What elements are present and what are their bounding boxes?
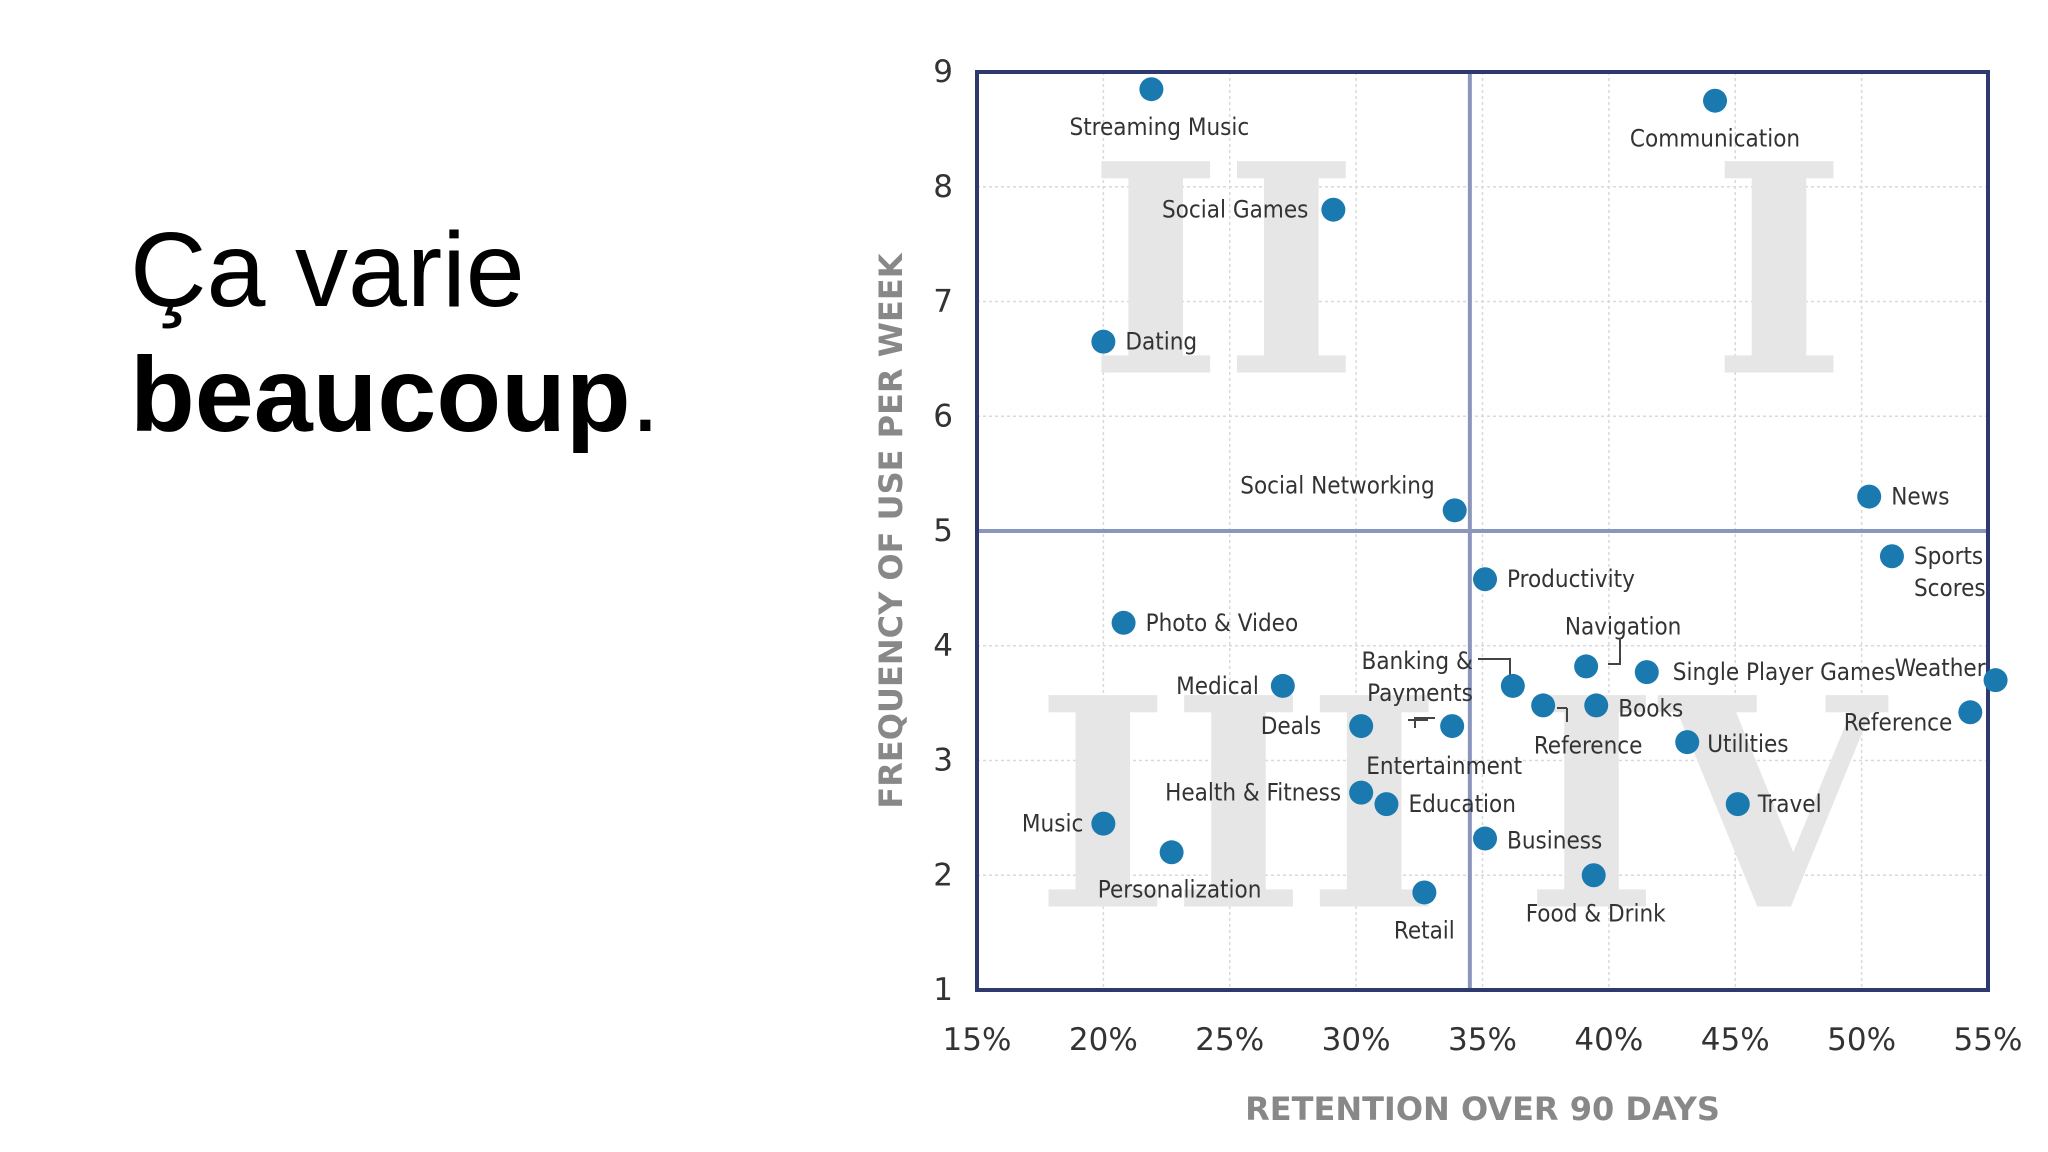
point-label: Utilities	[1707, 730, 1788, 758]
point-label: Productivity	[1507, 565, 1635, 593]
x-tick-label: 30%	[1322, 1022, 1391, 1058]
point-label: Dating	[1125, 328, 1197, 356]
point-label: Reference	[1534, 731, 1643, 759]
data-point	[1111, 610, 1136, 635]
y-tick-label: 8	[933, 169, 953, 205]
data-point	[1634, 660, 1659, 685]
data-point	[1574, 654, 1599, 679]
x-tick-label: 35%	[1448, 1022, 1517, 1058]
data-point	[1675, 730, 1700, 755]
point-label: Education	[1408, 790, 1516, 818]
x-tick-label: 40%	[1574, 1022, 1643, 1058]
data-point	[1703, 88, 1728, 113]
point-label: Communication	[1630, 125, 1800, 153]
y-tick-label: 5	[933, 513, 953, 549]
data-point	[1091, 811, 1116, 836]
data-point	[1091, 329, 1116, 354]
plot-frame	[975, 70, 1990, 992]
y-tick-label: 6	[933, 398, 953, 434]
data-point	[1584, 693, 1609, 718]
point-label: Retail	[1394, 916, 1455, 944]
y-axis-title: FREQUENCY OF USE PER WEEK	[872, 252, 910, 808]
point-label: Photo & Video	[1146, 609, 1299, 637]
point-label: Navigation	[1565, 612, 1681, 640]
point-label: Medical	[1176, 672, 1259, 700]
x-tick-label: 45%	[1701, 1022, 1770, 1058]
data-point	[1349, 780, 1374, 805]
title-line-2: beaucoup.	[130, 330, 660, 460]
data-point	[1958, 700, 1983, 725]
point-label: Business	[1507, 827, 1602, 855]
data-point	[1442, 498, 1467, 523]
data-point	[1139, 77, 1164, 102]
data-point	[1270, 673, 1295, 698]
point-label: Streaming Music	[1070, 113, 1250, 141]
y-tick-label: 1	[933, 972, 953, 1008]
data-point	[1374, 792, 1399, 817]
point-label: Single Player Games	[1673, 658, 1896, 686]
point-label: Music	[1022, 810, 1083, 838]
axis-layer: 15% 20% 25% 30% 35% 40% 45% 50% 55% 1 2 3 4 5 6 7 8 9 RETE…	[872, 54, 2022, 1128]
point-label: Personalization	[1098, 875, 1262, 903]
label-connector	[1608, 638, 1621, 665]
point-label: Social Networking	[1240, 471, 1434, 499]
data-point	[1412, 880, 1437, 905]
title-period: .	[630, 336, 661, 454]
x-tick-label: 50%	[1827, 1022, 1896, 1058]
y-tick-label: 7	[933, 284, 953, 320]
x-tick-label: 55%	[1954, 1022, 2023, 1058]
x-tick-label: 20%	[1069, 1022, 1138, 1058]
point-label: Books	[1618, 694, 1683, 722]
point-label: Health & Fitness	[1165, 779, 1341, 807]
point-label: Weather	[1895, 654, 1986, 682]
data-point	[1349, 714, 1374, 739]
point-labels: Streaming Music Communication Social Games…	[1022, 113, 1986, 944]
point-label: Sports Scores	[1914, 542, 1986, 602]
data-point	[1321, 197, 1346, 222]
y-tick-label: 4	[933, 628, 953, 664]
data-point	[1725, 792, 1750, 817]
slide-title: Ça varie beaucoup.	[130, 210, 660, 460]
label-connector	[1478, 658, 1511, 680]
data-point	[1531, 693, 1556, 718]
point-label: Reference	[1844, 708, 1953, 736]
title-line-1: Ça varie	[130, 211, 525, 329]
x-tick-label: 15%	[943, 1022, 1012, 1058]
quadrant-numeral-I: I	[1711, 102, 1847, 442]
x-axis-title: RETENTION OVER 90 DAYS	[1245, 1090, 1720, 1128]
y-tick-label: 2	[933, 857, 953, 893]
quadrant-numeral-II: II	[1088, 102, 1359, 442]
point-label: Deals	[1261, 712, 1321, 740]
data-point	[1473, 567, 1498, 592]
point-label: News	[1891, 483, 1949, 511]
point-label: Social Games	[1162, 196, 1308, 224]
points-layer	[1091, 77, 2008, 905]
y-tick-label: 9	[933, 54, 953, 90]
point-label: Travel	[1757, 790, 1822, 818]
quadrant-numeral-III: III	[1035, 636, 1442, 976]
point-label: Banking & Payments	[1362, 647, 1473, 707]
quadrant-numeral-IV: IV	[1524, 636, 1891, 976]
data-point	[1581, 863, 1606, 888]
data-point	[1473, 826, 1498, 851]
title-bold-word: beaucoup	[130, 336, 631, 454]
data-point	[1857, 484, 1882, 509]
data-point	[1159, 840, 1184, 865]
data-point	[1440, 714, 1465, 739]
data-point	[1879, 544, 1904, 569]
data-point	[1983, 668, 2008, 693]
point-label: Entertainment	[1366, 752, 1522, 780]
point-label: Food & Drink	[1526, 899, 1666, 927]
label-connector	[1414, 717, 1435, 728]
data-point	[1500, 673, 1525, 698]
y-tick-label: 3	[933, 743, 953, 779]
x-tick-label: 25%	[1195, 1022, 1264, 1058]
